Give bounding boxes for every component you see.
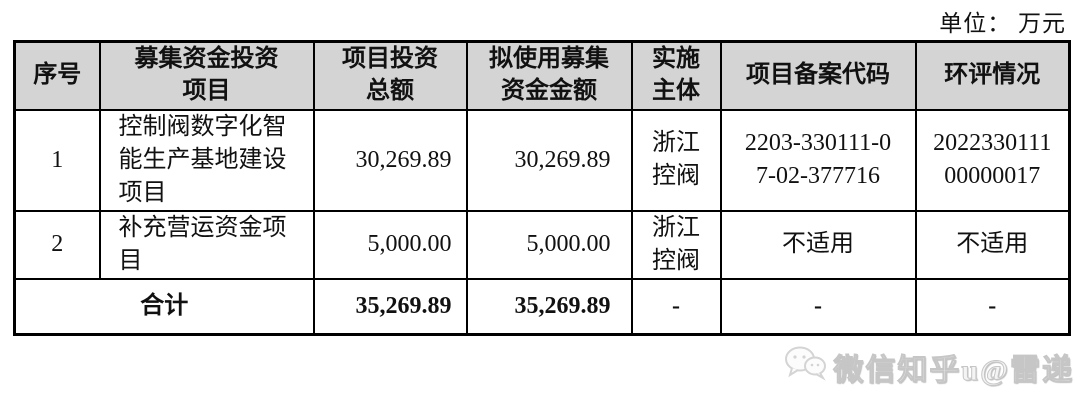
cell-r2-project: 补充营运资金项 目 — [98, 209, 315, 281]
wechat-icon — [783, 344, 827, 390]
cell-r1-filing-code: 2203-330111-0 7-02-377716 — [719, 108, 917, 212]
cell-r1-total-investment: 30,269.89 — [312, 108, 468, 212]
cell-r1-raised-funds: 30,269.89 — [465, 108, 633, 212]
table-total-row: 合计 35,269.89 35,269.89 - - - — [13, 278, 1071, 336]
cell-r2-total-investment: 5,000.00 — [312, 209, 468, 281]
col-header-env-status: 环评情况 — [914, 40, 1071, 111]
cell-r1-seq: 1 — [13, 108, 101, 212]
cell-r1-project: 控制阀数字化智 能生产基地建设 项目 — [98, 108, 315, 212]
unit-label: 单位： 万元 — [939, 11, 1066, 36]
cell-total-env-status: - — [914, 278, 1071, 336]
table-header-row: 序号 募集资金投资 项目 项目投资 总额 拟使用募集 资金金额 实施 主体 项目… — [13, 40, 1071, 111]
col-header-raised-funds: 拟使用募集 资金金额 — [465, 40, 633, 111]
col-header-filing-code: 项目备案代码 — [719, 40, 917, 111]
cell-total-raised-funds: 35,269.89 — [465, 278, 633, 336]
cell-r2-raised-funds: 5,000.00 — [465, 209, 633, 281]
col-header-entity: 实施 主体 — [630, 40, 722, 111]
watermark: 微信知乎u@雷递 — [783, 344, 1074, 390]
col-header-total-investment: 项目投资 总额 — [312, 40, 468, 111]
cell-total-filing-code: - — [719, 278, 917, 336]
col-header-project: 募集资金投资 项目 — [98, 40, 315, 111]
cell-r2-entity: 浙江 控阀 — [630, 209, 722, 281]
cell-r1-env-status: 2022330111 00000017 — [914, 108, 1071, 212]
cell-r1-entity: 浙江 控阀 — [630, 108, 722, 212]
table-row: 2 补充营运资金项 目 5,000.00 5,000.00 浙江 控阀 不适用 … — [13, 209, 1071, 281]
cell-total-total-investment: 35,269.89 — [312, 278, 468, 336]
cell-total-entity: - — [630, 278, 722, 336]
table-row: 1 控制阀数字化智 能生产基地建设 项目 30,269.89 30,269.89… — [13, 108, 1071, 212]
fundraising-projects-table: 序号 募集资金投资 项目 项目投资 总额 拟使用募集 资金金额 实施 主体 项目… — [13, 40, 1071, 336]
cell-r2-env-status: 不适用 — [914, 209, 1071, 281]
cell-total-label: 合计 — [13, 278, 315, 336]
cell-r2-filing-code: 不适用 — [719, 209, 917, 281]
watermark-text: 微信知乎u@雷递 — [833, 354, 1074, 388]
cell-r2-seq: 2 — [13, 209, 101, 281]
col-header-seq: 序号 — [13, 40, 101, 111]
